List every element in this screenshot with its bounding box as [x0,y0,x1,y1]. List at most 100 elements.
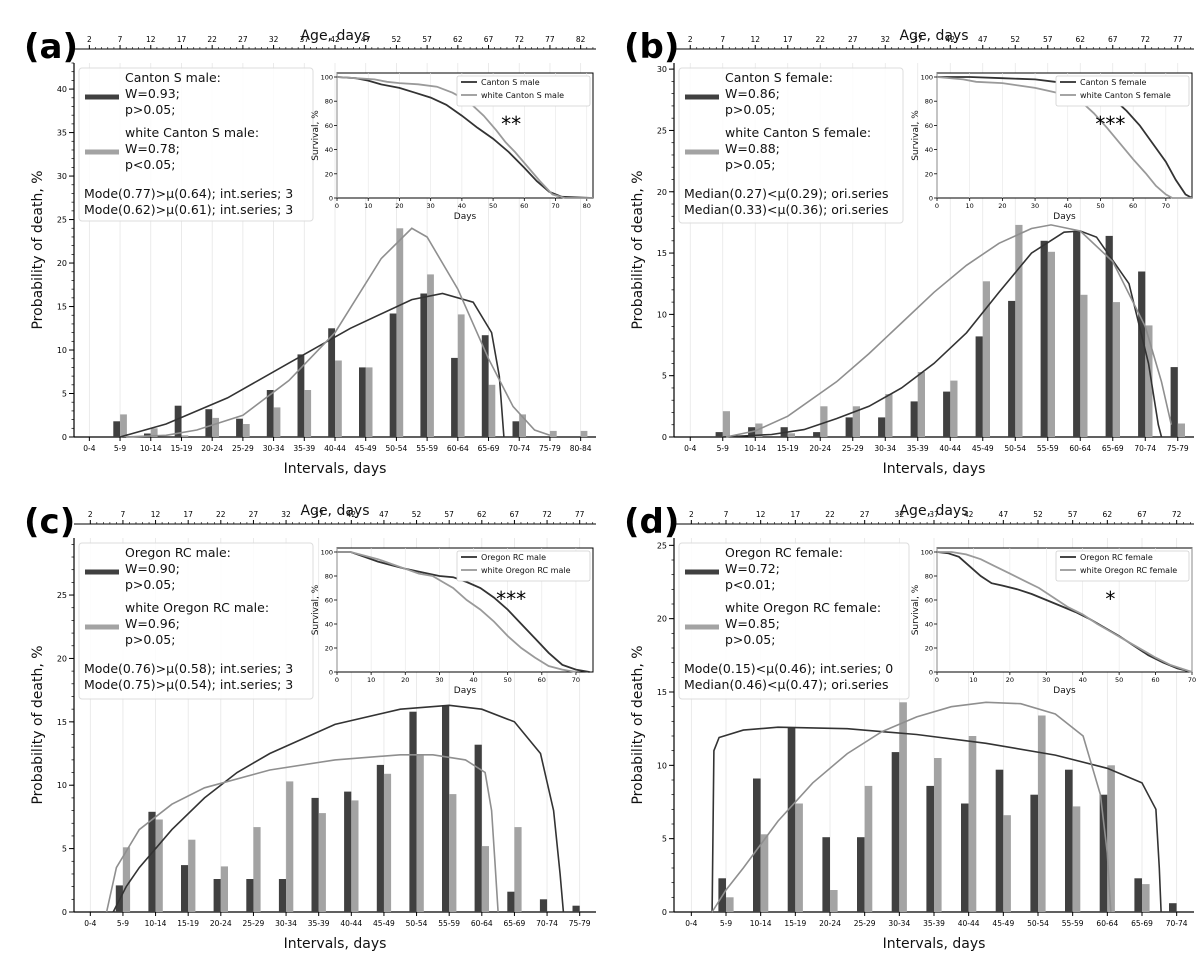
inset-y-title: Survival, % [911,584,921,635]
top-tick-label: 82 [576,35,586,44]
top-tick-label: 52 [392,35,402,44]
legend-stat-text: Oregon RC female: [725,545,843,560]
bar-dark [236,418,243,437]
inset-x-tick-label: 0 [935,202,939,210]
x-tick-label: 5-9 [717,444,729,453]
bar-light [950,380,958,437]
x-tick-label: 60-64 [447,444,469,453]
bar-dark [359,367,366,437]
annotation-text: Mode(0.77)>μ(0.64); int.series; 3 [84,186,293,201]
x-tick-label: 35-39 [923,919,945,928]
fit-curve-light [725,224,1173,438]
top-tick-label: 2 [689,510,694,519]
bar-dark [753,778,761,912]
fit-curve-dark [119,292,505,438]
annotation-text: Median(0.27)<μ(0.29); ori.series [684,186,889,201]
x-tick-label: 15-19 [177,919,199,928]
bar-dark [1105,235,1113,437]
legend-stat-text: p<0.05; [125,157,175,172]
top-tick-label: 77 [575,510,585,519]
bar-dark [1073,231,1081,437]
top-tick-label: 62 [477,510,487,519]
bar-dark [539,899,548,912]
inset-survival-plot: 0 10 20 30 40 50 60 70 80 0 20 40 60 80 100 Days Surviva… [311,72,594,222]
top-tick-label: 7 [724,510,729,519]
inset-legend-label: white Oregon RC male [481,566,571,575]
x-tick-label: 5-9 [720,919,732,928]
inset-y-tick-label: 100 [921,549,933,557]
inset-x-tick-label: 50 [1115,676,1123,684]
bar-dark [1134,878,1142,912]
bar-light [488,384,496,437]
inset-y-tick-label: 60 [925,122,933,130]
bar-light [1038,715,1046,912]
bar-light [852,406,860,437]
bar-dark [451,357,458,437]
bar-dark [512,421,520,437]
y-tick-label: 10 [57,346,67,355]
x-tick-label: 45-49 [992,919,1014,928]
top-axis-title: Age, days [300,503,369,519]
legend-stat-text: Canton S male: [125,70,221,85]
bar-dark [1008,300,1016,437]
x-tick-label: 25-29 [842,444,864,453]
significance-stars: ** [501,112,521,136]
inset-x-tick-label: 70 [1162,202,1170,210]
survival-line-dark [337,551,590,673]
fit-curve-dark [722,230,1163,438]
bar-dark [376,764,384,912]
inset-y-tick-label: 20 [925,170,933,178]
inset-y-tick-label: 60 [925,597,933,605]
bar-dark [311,797,319,912]
legend-stat-text: p>0.05; [725,102,775,117]
top-tick-label: 32 [880,35,890,44]
legend-stat-text: p>0.05; [725,157,775,172]
bar-dark [787,727,796,912]
top-tick-label: 32 [269,35,279,44]
y-tick-label: 25 [657,541,667,550]
inset-x-tick-label: 30 [427,202,435,210]
legend-stat-text: p>0.05; [725,632,775,647]
bar-dark [857,837,865,912]
x-tick-label: 10-14 [140,444,162,453]
inset-x-tick-label: 40 [458,202,466,210]
x-tick-label: 25-29 [232,444,254,453]
top-tick-label: 22 [825,510,835,519]
panel-label: (c) [24,502,75,542]
top-tick-label: 62 [1075,35,1085,44]
survival-line-light [936,76,1192,199]
bar-dark [1138,271,1146,437]
top-tick-label: 17 [791,510,801,519]
inset-y-tick-label: 20 [325,170,333,178]
stats-box [78,542,314,700]
x-tick-label: 0-4 [685,919,697,928]
x-tick-label: 15-19 [784,919,806,928]
bar-dark [891,752,900,912]
bar-dark [344,791,352,912]
y-tick-label: 15 [57,303,67,312]
x-tick-label: 50-54 [386,444,408,453]
bar-light [383,773,392,912]
x-tick-label: 45-49 [355,444,377,453]
bar-dark [926,785,934,912]
x-tick-label: 30-34 [263,444,285,453]
inset-x-tick-label: 70 [1188,676,1196,684]
top-tick-label: 42 [964,510,974,519]
y-tick-label: 35 [57,129,67,138]
fit-curve-light [126,227,551,438]
bar-dark [409,711,417,912]
survival-line-dark [936,551,1193,673]
bar-light [220,866,228,912]
survival-line-light [337,551,577,673]
x-tick-label: 45-49 [373,919,395,928]
panel-label: (a) [24,27,78,67]
top-tick-label: 52 [412,510,422,519]
bar-dark [297,354,305,437]
top-tick-label: 72 [542,510,552,519]
y-tick-label: 15 [57,718,67,727]
bar-light [304,390,312,437]
top-tick-label: 12 [756,510,766,519]
